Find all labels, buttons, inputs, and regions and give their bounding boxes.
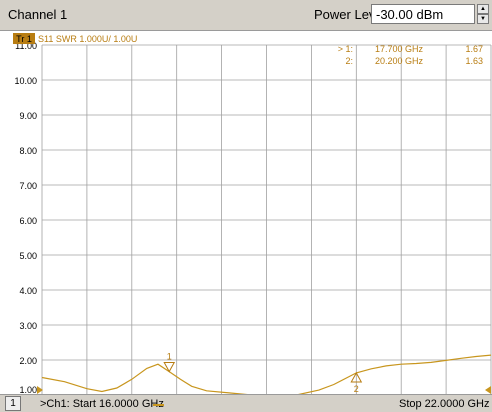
spin-down-icon[interactable]: ▼ [477, 14, 489, 24]
start-frequency-arrow-icon [37, 386, 43, 394]
marker-triangle-icon [163, 362, 176, 373]
trace-plot-panel: 11.00 10.00 9.00 8.00 7.00 6.00 5.00 4.00 3.00 2.… [0, 30, 492, 397]
swr-chart[interactable]: 11.0010.009.008.007.006.005.004.003.002.… [0, 31, 492, 397]
y-tick-label: 5.00 [19, 251, 37, 261]
marker-label: 2 [354, 384, 359, 394]
y-tick-label: 4.00 [19, 286, 37, 296]
y-tick-label: 8.00 [19, 146, 37, 156]
marker-label: 1 [167, 352, 172, 362]
power-level-spinner[interactable]: ▲ ▼ [477, 4, 489, 24]
marker-readout-1-freq: 17.700 GHz [375, 44, 424, 54]
y-tick-label: 6.00 [19, 216, 37, 226]
marker-readout-2-value: 1.63 [465, 56, 483, 66]
y-tick-label: 1.00 [19, 385, 37, 395]
power-level-input[interactable] [371, 4, 475, 24]
grid [41, 44, 492, 396]
power-level-label: Power Level [314, 7, 386, 22]
stop-frequency-arrow-icon [485, 386, 491, 394]
marker-triangle-icon [350, 371, 363, 383]
channel-title-bar: Channel 1 Power Level ▲ ▼ [0, 0, 492, 30]
stop-frequency-label: Stop 22.0000 GHz [399, 398, 490, 410]
trace-badge-label: Tr 1 [16, 34, 32, 44]
marker-readout-1-id: > 1: [338, 44, 353, 54]
marker-readout-2-id: 2: [345, 56, 353, 66]
marker-readout-2: 2: 20.200 GHz 1.63 [345, 56, 483, 66]
y-tick-label: 2.00 [19, 356, 37, 366]
channel-title: Channel 1 [8, 7, 68, 22]
start-frequency-label: >Ch1: Start 16.0000 GHz [40, 398, 164, 410]
y-tick-label: 7.00 [19, 181, 37, 191]
y-tick-label: 9.00 [19, 111, 37, 121]
trace-info: S11 SWR 1.000U/ 1.00U [38, 34, 137, 44]
y-tick-label: 3.00 [19, 321, 37, 331]
trace-color-swatch [153, 404, 164, 406]
channel-number-badge[interactable]: 1 [5, 396, 21, 411]
marker-readout-2-freq: 20.200 GHz [375, 56, 424, 66]
y-axis-ticks: 11.00 10.00 9.00 8.00 7.00 6.00 5.00 4.00 3.00 2.… [14, 41, 37, 395]
marker-readout-1: > 1: 17.700 GHz 1.67 [338, 44, 483, 54]
y-tick-label: 10.00 [14, 76, 37, 86]
y-tick-label: 11.00 [15, 41, 37, 51]
marker-readout-1-value: 1.67 [465, 44, 483, 54]
trace-badge[interactable] [13, 33, 35, 44]
spin-up-icon[interactable]: ▲ [477, 4, 489, 14]
markers: 12 [163, 352, 363, 394]
status-footer: 1 >Ch1: Start 16.0000 GHz Stop 22.0000 G… [0, 394, 492, 412]
